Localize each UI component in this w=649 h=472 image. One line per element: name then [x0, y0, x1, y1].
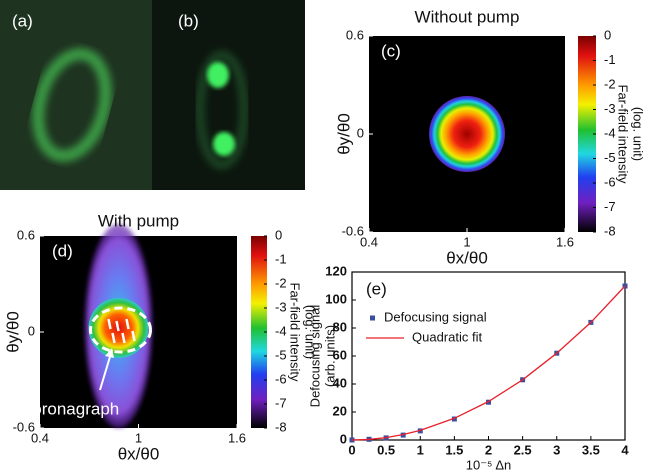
spot — [213, 132, 235, 156]
x-tick-label: 3.5 — [582, 442, 600, 457]
x-tick-label: 2 — [485, 442, 492, 457]
spot — [207, 62, 229, 88]
y-tick-label: 0 — [357, 125, 364, 140]
colorbar-tick-label: -6 — [604, 174, 616, 189]
colorbar — [251, 236, 267, 428]
colorbar-tick-label: -8 — [275, 419, 287, 434]
x-axis-label: θx/θ0 — [446, 248, 488, 267]
arrow-head — [105, 348, 114, 358]
x-tick-label: 4 — [621, 442, 629, 457]
colorbar-label: Far-field intensity — [616, 85, 631, 184]
y-tick-label: 0.6 — [346, 27, 364, 42]
x-tick-label: 1 — [135, 430, 142, 445]
mask-dash — [125, 318, 130, 330]
colorbar-tick-label: -4 — [604, 125, 616, 140]
x-axis-label: 10⁻⁵ Δn — [466, 457, 512, 472]
mask-dash — [107, 318, 112, 330]
x-tick-label: 1.6 — [228, 430, 246, 445]
colorbar-tick-label: -7 — [604, 199, 616, 214]
ring — [196, 51, 248, 169]
colorbar-label: (log. unit) — [631, 107, 646, 161]
legend-label: Quadratic fit — [412, 329, 482, 344]
data-point — [451, 416, 457, 422]
x-axis-label: θx/θ0 — [118, 444, 160, 463]
colorbar-label: Far-field intensity — [288, 283, 303, 382]
y-tick-label: 0 — [28, 323, 35, 338]
annotation: Coronagraph — [20, 399, 119, 418]
y-tick-label: 20 — [333, 403, 347, 418]
y-tick-label: -0.6 — [342, 223, 364, 238]
colorbar-label: (log. unit) — [303, 305, 318, 359]
colorbar-tick-label: -3 — [275, 299, 287, 314]
fit-line — [351, 285, 626, 441]
plot-area — [351, 271, 626, 441]
x-tick-label: 0.5 — [377, 442, 395, 457]
x-tick-label: 1 — [417, 442, 424, 457]
panel-label: (d) — [52, 241, 73, 260]
mask-dash — [115, 320, 120, 332]
legend-label: Defocusing signal — [384, 309, 487, 324]
panel-label: (e) — [366, 279, 387, 298]
colorbar-tick-label: -2 — [275, 275, 287, 290]
x-tick-label: 2.5 — [514, 442, 532, 457]
colorbar-tick-label: -7 — [275, 395, 287, 410]
colorbar-tick-label: -1 — [604, 52, 616, 67]
colorbar-tick-label: -5 — [275, 347, 287, 362]
colorbar-tick-label: -8 — [604, 223, 616, 238]
y-tick-label: 0 — [340, 431, 347, 446]
colorbar-tick-label: -4 — [275, 323, 287, 338]
colorbar-tick-label: -5 — [604, 150, 616, 165]
colorbar-tick-label: -6 — [275, 371, 287, 386]
x-tick-label: 1.5 — [445, 442, 463, 457]
photo-label: (a) — [12, 11, 33, 30]
colorbar-tick-label: -1 — [275, 251, 287, 266]
x-tick-label: 1.6 — [556, 234, 574, 249]
x-tick-label: 1 — [463, 234, 470, 249]
x-tick-label: 0.4 — [31, 430, 49, 445]
y-tick-label: 100 — [325, 291, 347, 306]
colorbar-tick-label: -2 — [604, 76, 616, 91]
coronagraph-mask — [89, 306, 152, 354]
y-tick-label: 60 — [333, 347, 347, 362]
mask-dash — [111, 332, 116, 344]
photo-label: (b) — [178, 11, 199, 30]
x-tick-label: 0.4 — [360, 234, 378, 249]
x-tick-label: 0 — [348, 442, 355, 457]
y-axis-label: Defocusing signal — [307, 305, 322, 408]
chart-title: With pump — [98, 211, 179, 230]
chart-title: Without pump — [415, 7, 520, 26]
y-tick-label: 40 — [333, 375, 347, 390]
x-tick-label: 3 — [553, 442, 560, 457]
y-axis-label: θy/θ0 — [3, 311, 22, 353]
legend-swatch — [370, 315, 375, 321]
y-axis-label: (arb. units) — [322, 325, 337, 387]
mask-dash — [131, 330, 136, 342]
y-tick-label: 0.6 — [17, 227, 35, 242]
ring — [32, 48, 112, 162]
colorbar-tick-label: -3 — [604, 101, 616, 116]
panel-label: (c) — [381, 41, 401, 60]
colorbar-tick-label: 0 — [604, 27, 611, 42]
colorbar-tick-label: 0 — [275, 227, 282, 242]
colorbar — [578, 36, 596, 232]
y-tick-label: 120 — [325, 263, 347, 278]
y-tick-label: -0.6 — [13, 419, 35, 434]
intensity-spot — [429, 96, 505, 172]
y-tick-label: 80 — [333, 319, 347, 334]
y-axis-label: θy/θ0 — [334, 113, 353, 155]
mask-dash — [121, 332, 126, 344]
